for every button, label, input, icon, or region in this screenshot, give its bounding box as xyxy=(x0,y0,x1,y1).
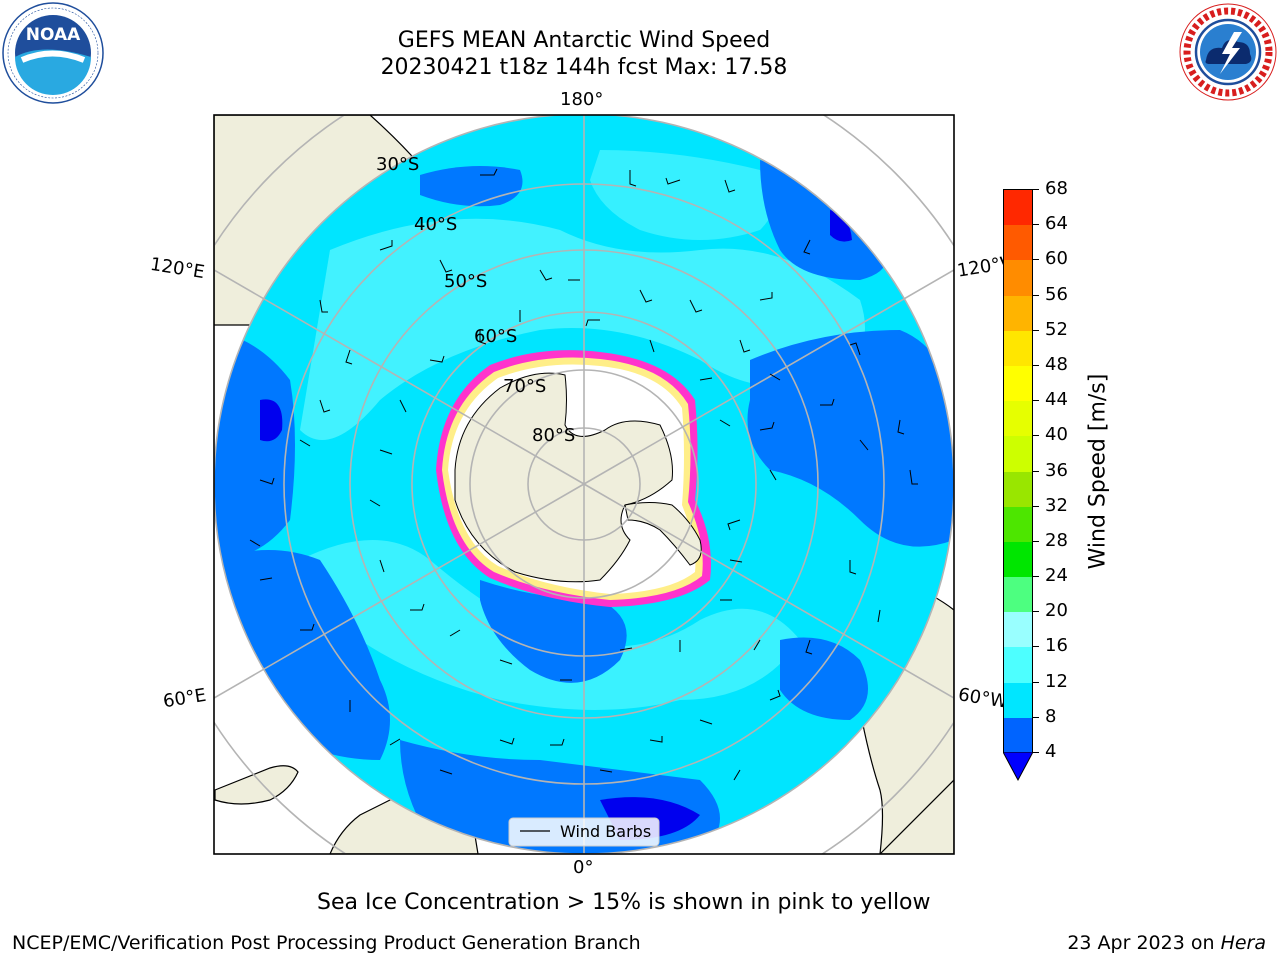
chart-title-line-2: 20230421 t18z 144h fcst Max: 17.58 xyxy=(380,55,788,80)
colorbar-tick-mark xyxy=(1033,611,1039,613)
colorbar-band xyxy=(1004,682,1032,718)
wind-barbs xyxy=(249,168,918,781)
colorbar-tick-label: 56 xyxy=(1045,283,1068,305)
colorbar-band xyxy=(1004,612,1032,648)
colorbar xyxy=(1003,189,1033,783)
colorbar-band xyxy=(1004,471,1032,507)
graticule xyxy=(214,115,954,854)
colorbar-tick-label: 48 xyxy=(1045,353,1068,375)
colorbar-tick-mark xyxy=(1033,470,1039,472)
legend-label: Wind Barbs xyxy=(560,822,651,841)
latitude-labels: 30°S 40°S 50°S 60°S 70°S 80°S xyxy=(376,154,575,446)
colorbar-tick-mark xyxy=(1033,364,1039,366)
colorbar-tick-label: 60 xyxy=(1045,248,1068,270)
lat-label-60: 60°S xyxy=(474,326,517,347)
colorbar-tick-label: 36 xyxy=(1045,459,1068,481)
colorbar-tick-mark xyxy=(1033,435,1039,437)
footer-date: 23 Apr 2023 on Hera xyxy=(1067,932,1266,954)
colorbar-tick-mark xyxy=(1033,576,1039,578)
colorbar-tick-label: 44 xyxy=(1045,389,1068,411)
colorbar-tick-label: 32 xyxy=(1045,494,1068,516)
colorbar-bars xyxy=(1003,189,1033,753)
colorbar-band xyxy=(1004,330,1032,366)
colorbar-tick-mark xyxy=(1033,224,1039,226)
colorbar-tick-mark xyxy=(1033,400,1039,402)
colorbar-tick-label: 4 xyxy=(1045,741,1057,762)
noaa-logo-icon: NOAA xyxy=(2,2,104,104)
colorbar-tick-label: 68 xyxy=(1045,178,1068,199)
colorbar-tick-mark xyxy=(1033,716,1039,718)
colorbar-tick-mark xyxy=(1033,646,1039,648)
colorbar-tick-mark xyxy=(1033,752,1039,753)
colorbar-extend-arrow xyxy=(1003,752,1033,782)
lat-label-80: 80°S xyxy=(532,425,575,446)
sea-ice-caption: Sea Ice Concentration > 15% is shown in … xyxy=(317,890,931,915)
colorbar-band xyxy=(1004,577,1032,613)
footer-date-prefix: 23 Apr 2023 on xyxy=(1067,932,1221,954)
colorbar-tick-label: 64 xyxy=(1045,213,1068,235)
colorbar-tick-label: 24 xyxy=(1045,565,1068,587)
colorbar-tick-label: 12 xyxy=(1045,670,1068,692)
colorbar-tick-mark xyxy=(1033,505,1039,507)
colorbar-band xyxy=(1004,260,1032,296)
colorbar-tick-mark xyxy=(1033,294,1039,296)
colorbar-band xyxy=(1004,401,1032,437)
lat-label-50: 50°S xyxy=(444,271,487,292)
svg-text:NOAA: NOAA xyxy=(26,25,81,45)
colorbar-tick-label: 20 xyxy=(1045,600,1068,622)
map-frame xyxy=(213,114,955,855)
map-legend: Wind Barbs xyxy=(508,817,660,847)
colorbar-tick-label: 52 xyxy=(1045,318,1068,340)
colorbar-tick-label: 8 xyxy=(1045,705,1057,727)
footer-branch: NCEP/EMC/Verification Post Processing Pr… xyxy=(12,932,641,954)
lat-label-70: 70°S xyxy=(503,376,546,397)
lat-label-30: 30°S xyxy=(376,154,419,175)
colorbar-title: Wind Speed [m/s] xyxy=(1085,373,1111,570)
lat-label-40: 40°S xyxy=(414,214,457,235)
chart-title-line-1: GEFS MEAN Antarctic Wind Speed xyxy=(397,28,771,53)
colorbar-band xyxy=(1004,225,1032,261)
colorbar-tick-mark xyxy=(1033,681,1039,683)
nws-logo-icon xyxy=(1178,2,1278,102)
colorbar-band xyxy=(1004,190,1032,226)
lon-label-0: 0° xyxy=(573,857,594,878)
colorbar-band xyxy=(1004,541,1032,578)
lon-label-180: 180° xyxy=(560,89,604,110)
colorbar-tick-mark xyxy=(1033,329,1039,331)
colorbar-tick-mark xyxy=(1033,540,1039,542)
colorbar-tick-label: 40 xyxy=(1045,424,1068,446)
colorbar-band xyxy=(1004,436,1032,472)
colorbar-tick-mark xyxy=(1033,259,1039,261)
colorbar-tick-label: 16 xyxy=(1045,635,1068,657)
colorbar-band xyxy=(1004,717,1032,753)
colorbar-band xyxy=(1004,506,1032,542)
colorbar-band xyxy=(1004,647,1032,683)
colorbar-tick-label: 28 xyxy=(1045,529,1068,551)
colorbar-band xyxy=(1004,295,1032,331)
footer-machine: Hera xyxy=(1220,932,1266,954)
colorbar-band xyxy=(1004,365,1032,402)
colorbar-tick-mark xyxy=(1033,189,1039,190)
